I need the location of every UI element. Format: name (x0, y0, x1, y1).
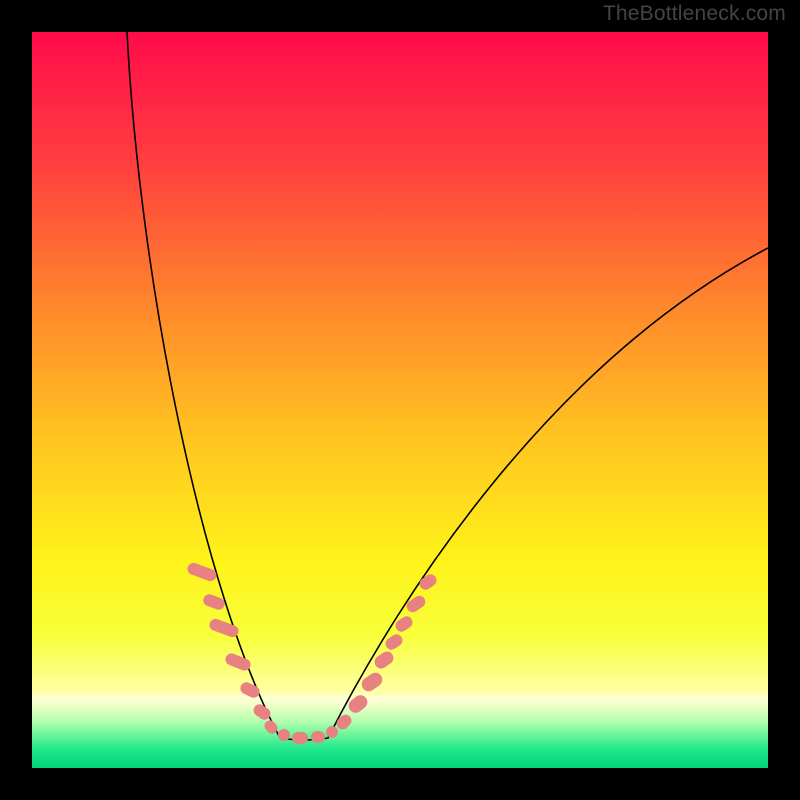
curve-marker (278, 729, 290, 741)
chart-container: TheBottleneck.com (0, 0, 800, 800)
curve-marker (311, 731, 325, 743)
plot-area-gradient (32, 32, 768, 768)
bottleneck-chart (0, 0, 800, 800)
curve-marker (292, 732, 308, 744)
watermark-text: TheBottleneck.com (603, 2, 786, 26)
